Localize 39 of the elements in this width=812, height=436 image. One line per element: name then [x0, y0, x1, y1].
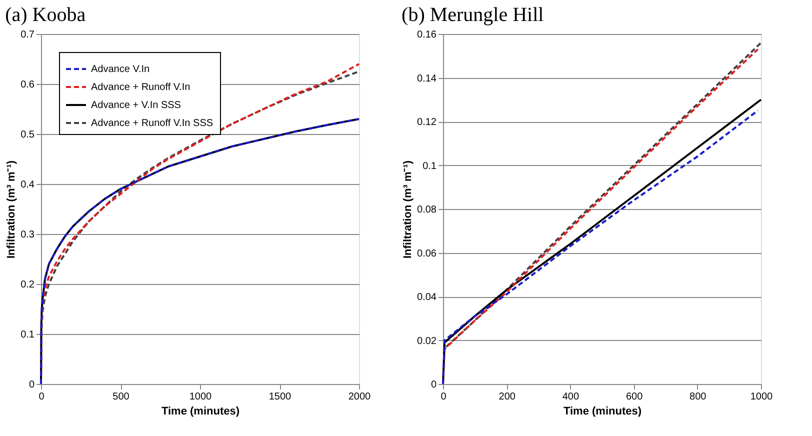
x-tick-label: 400 — [562, 392, 580, 402]
x-tick-label: 1000 — [189, 392, 212, 402]
x-tick-label: 600 — [626, 392, 644, 402]
y-tick-label: 0 — [28, 380, 35, 390]
chart-title: (b) Merungle Hill — [402, 4, 544, 26]
y-tick-label: 0.4 — [20, 180, 35, 190]
x-tick-label: 800 — [690, 392, 707, 402]
x-tick-label: 1000 — [750, 392, 774, 402]
x-tick-label: 2000 — [348, 392, 372, 402]
x-axis-title: Time (minutes) — [161, 406, 240, 418]
y-tick-label: 0.7 — [20, 30, 35, 40]
y-tick-label: 0.1 — [20, 330, 35, 340]
y-axis-title: Infiltration (m³ m⁻¹) — [6, 160, 18, 259]
x-tick-label: 1500 — [268, 392, 292, 402]
y-tick-label: 0.2 — [20, 280, 35, 290]
y-tick-label: 0.08 — [417, 204, 437, 216]
legend-label: Advance + V.In SSS — [91, 100, 182, 111]
chart-title: (a) Kooba — [5, 4, 86, 26]
y-tick-label: 0.3 — [20, 230, 35, 240]
y-axis-title: Infiltration (m³ m⁻¹) — [402, 160, 414, 259]
y-tick-label: 0.04 — [417, 292, 437, 303]
line-series — [40, 118, 360, 385]
y-tick-label: 0.12 — [417, 117, 437, 128]
x-tick-label: 0 — [440, 392, 447, 402]
x-tick-label: 500 — [112, 392, 130, 402]
legend-label: Advance + Runoff V.In — [91, 82, 190, 93]
y-tick-label: 0.02 — [417, 336, 437, 347]
y-tick-label: 0.14 — [417, 73, 437, 84]
legend-label: Advance V.In — [91, 64, 150, 75]
x-axis-title: Time (minutes) — [563, 406, 642, 418]
y-tick-label: 0.5 — [20, 130, 35, 140]
y-tick-label: 0.1 — [422, 160, 437, 172]
legend-label: Advance + Runoff V.In SSS — [91, 118, 214, 129]
x-tick-label: 0 — [38, 392, 45, 402]
y-tick-label: 0.06 — [417, 248, 437, 260]
x-tick-label: 200 — [498, 392, 516, 402]
y-tick-label: 0.16 — [417, 30, 437, 40]
y-tick-label: 0 — [430, 380, 437, 390]
y-tick-label: 0.6 — [20, 80, 35, 90]
